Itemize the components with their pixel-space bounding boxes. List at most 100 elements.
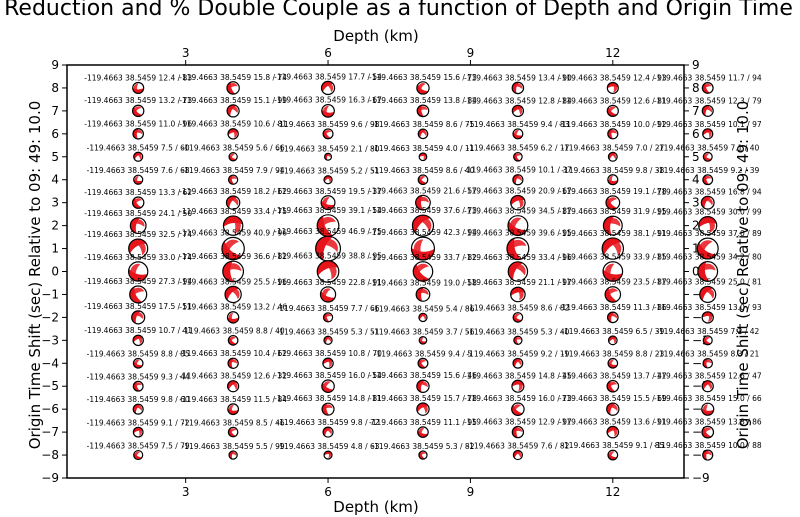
beachball-outline (227, 403, 240, 416)
beachball-compressional-lobe-2 (608, 451, 615, 459)
beachball-marker (128, 238, 149, 259)
beachball-compressional-lobe (227, 104, 236, 117)
beachball-marker (602, 261, 624, 282)
beachball-compressional-lobe-2 (418, 381, 428, 388)
beachball-marker (697, 261, 719, 282)
data-label: -119.4663 38.5459 10.8 / 70 (274, 349, 382, 358)
beachball-compressional-lobe (513, 132, 523, 139)
beachball-outline (225, 195, 241, 210)
beachball-compressional-lobe-2 (229, 359, 238, 364)
beachball-marker (417, 426, 429, 438)
beachball-compressional-lobe (133, 427, 143, 434)
beachball-outline (133, 174, 144, 185)
beachball-compressional-lobe-2 (224, 239, 239, 256)
beachball-compressional-lobe-2 (131, 287, 145, 298)
beachball-marker (226, 81, 240, 95)
beachball-compressional-lobe-2 (132, 219, 145, 227)
data-label: -119.4663 38.5459 15.1 / 99 (179, 96, 287, 105)
beachball-outline (321, 402, 335, 416)
beachball-compressional-lobe-2 (327, 451, 332, 459)
beachball-compressional-lobe-2 (608, 175, 614, 184)
beachball-compressional-lobe-2 (511, 263, 526, 276)
beachball-compressional-lobe-2 (702, 404, 709, 414)
beachball-compressional-lobe (606, 403, 616, 415)
beachball-marker (418, 335, 428, 345)
beachball-marker (606, 402, 620, 416)
beachball-compressional-lobe (229, 450, 235, 460)
beachball-outline (227, 426, 239, 438)
beachball-outline (511, 81, 525, 95)
data-label: -119.4663 38.5459 30.0 / 99 (654, 208, 762, 217)
beachball-compressional-lobe-2 (516, 288, 524, 301)
beachball-marker (321, 104, 335, 118)
beachball-outline (702, 335, 713, 346)
beachball-marker (226, 311, 240, 324)
beachball-compressional-lobe-2 (422, 153, 426, 160)
beachball-outline (510, 194, 526, 211)
beachball-compressional-lobe (508, 261, 523, 280)
beachball-compressional-lobe-2 (417, 217, 432, 232)
beachball-outline (132, 380, 144, 392)
beachball-outline (606, 104, 619, 118)
beachball-outline (607, 128, 619, 140)
data-label: -119.4663 38.5459 18.2 / 62 (179, 187, 287, 196)
beachball-compressional-lobe-2 (608, 359, 615, 367)
y-tick-label-left: −8 (41, 448, 59, 462)
beachball-marker (227, 128, 239, 140)
beachball-compressional-lobe (417, 105, 424, 117)
data-label: -119.4663 38.5459 9.1 / 85 (561, 441, 664, 450)
y-tick-label-left: −1 (41, 287, 59, 301)
data-label: -119.4663 38.5459 16.0 / 54 (274, 371, 382, 380)
data-label: -119.4663 38.5459 9.6 / 98 (277, 120, 380, 129)
beachball-compressional-lobe-2 (324, 129, 332, 137)
y-tick-label-left: −5 (41, 379, 59, 393)
data-label: -119.4663 38.5459 15.5 / 69 (559, 394, 667, 403)
beachball-compressional-lobe-2 (134, 451, 141, 459)
beachball-marker (323, 450, 333, 460)
beachball-marker (507, 261, 529, 282)
y-tick-label-left: 4 (51, 173, 59, 187)
beachball-compressional-lobe-2 (133, 83, 139, 93)
beachball-compressional-lobe (323, 427, 332, 437)
data-label: -119.4663 38.5459 7.6 / 82 (466, 442, 569, 451)
data-label: -119.4663 38.5459 16.3 / 67 (274, 96, 382, 105)
beachball-compressional-lobe-2 (703, 427, 712, 436)
beachball-compressional-lobe-2 (509, 217, 522, 233)
data-label: -119.4663 38.5459 32.5 / 74 (84, 230, 192, 239)
beachball-compressional-lobe-2 (515, 451, 522, 458)
beachball-compressional-lobe-2 (324, 262, 337, 280)
data-label: -119.4663 38.5459 34.2 / 80 (654, 253, 762, 262)
beachball-outline (607, 151, 618, 162)
data-label: -119.4663 38.5459 9.1 / 72 (87, 418, 190, 427)
beachball-marker (418, 450, 428, 460)
beachball-marker (133, 151, 144, 162)
beachball-outline (511, 425, 525, 439)
data-label: -119.4663 38.5459 6.2 / 17 (466, 144, 569, 153)
beachball-outline (417, 128, 429, 140)
beachball-compressional-lobe-2 (418, 427, 425, 437)
beachball-compressional-lobe (133, 381, 140, 392)
x-tick-label-top: 3 (182, 46, 190, 60)
beachball-compressional-lobe-2 (228, 197, 239, 206)
beachball-marker (410, 236, 436, 261)
data-label: -119.4663 38.5459 17.5 / 51 (84, 302, 192, 311)
beachball-compressional-lobe-2 (703, 451, 712, 456)
data-label: -119.4663 38.5459 15.0 / 66 (654, 394, 762, 403)
beachball-compressional-lobe-2 (133, 198, 142, 206)
beachball-marker (607, 174, 619, 186)
beachball-compressional-lobe-2 (514, 153, 521, 159)
beachball-compressional-lobe-2 (419, 130, 427, 137)
beachball-compressional-lobe-2 (610, 153, 617, 160)
beachball-outline (607, 174, 619, 186)
beachball-compressional-lobe (607, 452, 618, 460)
beachball-outline (131, 104, 145, 118)
data-label: -119.4663 38.5459 25.5 / 96 (179, 277, 287, 286)
beachball-marker (605, 195, 621, 211)
x-tick-label-bottom: 6 (324, 485, 332, 499)
data-label: -119.4663 38.5459 8.6 / 75 (371, 120, 474, 129)
data-label: -119.4663 38.5459 33.7 / 82 (369, 253, 477, 262)
data-label: -119.4663 38.5459 10.1 / 97 (654, 120, 762, 129)
beachball-compressional-lobe (697, 261, 710, 282)
beachball-compressional-lobe-2 (318, 238, 338, 253)
beachball-marker (131, 310, 146, 325)
